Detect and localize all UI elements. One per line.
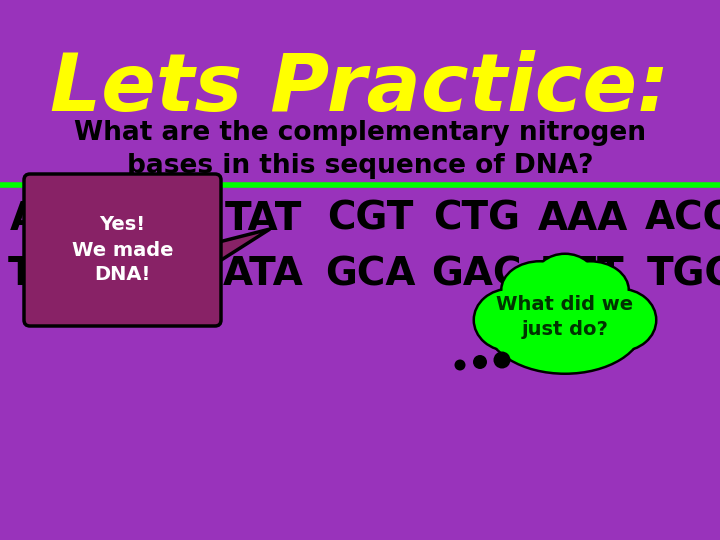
Text: TAA: TAA [8, 255, 92, 293]
Ellipse shape [550, 260, 630, 320]
Text: AAA: AAA [538, 200, 629, 238]
Text: CGT: CGT [327, 200, 413, 238]
Text: What are the complementary nitrogen
bases in this sequence of DNA?: What are the complementary nitrogen base… [74, 120, 646, 179]
Ellipse shape [533, 253, 598, 307]
Ellipse shape [493, 352, 510, 368]
Ellipse shape [454, 360, 466, 370]
Text: Yes!
We made
DNA!: Yes! We made DNA! [72, 215, 174, 285]
FancyBboxPatch shape [24, 174, 221, 326]
Ellipse shape [495, 353, 509, 367]
Text: TTT: TTT [543, 255, 624, 293]
Text: TAT: TAT [225, 200, 302, 238]
Text: What did we
just do?: What did we just do? [496, 295, 634, 339]
Ellipse shape [582, 287, 657, 353]
Ellipse shape [472, 287, 547, 353]
Ellipse shape [500, 260, 580, 320]
Ellipse shape [473, 355, 487, 369]
Text: ACG: ACG [644, 200, 720, 238]
Text: CGT: CGT [114, 200, 200, 238]
Ellipse shape [474, 356, 485, 368]
Ellipse shape [585, 290, 655, 350]
Text: CTG: CTG [433, 200, 520, 238]
Text: ATT: ATT [9, 200, 91, 238]
Text: GAC: GAC [431, 255, 522, 293]
Ellipse shape [535, 255, 595, 305]
Text: GCA: GCA [325, 255, 415, 293]
Text: TGC: TGC [647, 255, 720, 293]
Ellipse shape [552, 262, 628, 318]
Text: GCA: GCA [112, 255, 202, 293]
Text: ATA: ATA [223, 255, 304, 293]
Ellipse shape [485, 275, 645, 375]
Ellipse shape [456, 361, 464, 369]
Text: Lets Practice:: Lets Practice: [50, 50, 670, 128]
Ellipse shape [503, 262, 577, 318]
Polygon shape [215, 229, 270, 264]
Ellipse shape [475, 290, 545, 350]
Ellipse shape [487, 278, 642, 373]
